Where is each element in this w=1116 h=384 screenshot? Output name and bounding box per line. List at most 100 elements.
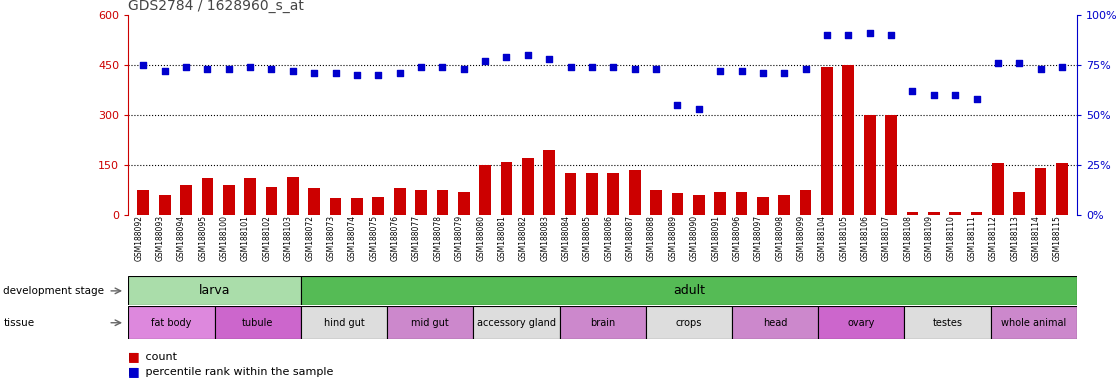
Text: brain: brain: [590, 318, 615, 328]
Text: GSM188097: GSM188097: [754, 215, 763, 261]
Bar: [646, 306, 732, 339]
Point: [561, 64, 579, 70]
Bar: [473, 306, 559, 339]
Bar: [128, 306, 214, 339]
Bar: [202, 179, 213, 215]
Point: [177, 64, 195, 70]
Bar: [864, 115, 876, 215]
Text: larva: larva: [199, 285, 230, 297]
Text: tissue: tissue: [3, 318, 35, 328]
Text: GSM188111: GSM188111: [968, 215, 976, 261]
Point: [626, 66, 644, 72]
Point: [498, 54, 516, 60]
Text: GSM188080: GSM188080: [477, 215, 485, 261]
Point: [241, 64, 259, 70]
Bar: [1056, 164, 1068, 215]
Text: GSM188110: GSM188110: [946, 215, 955, 261]
Text: GSM188078: GSM188078: [433, 215, 442, 261]
Text: GSM188083: GSM188083: [540, 215, 549, 261]
Bar: [735, 192, 748, 215]
Text: GSM188107: GSM188107: [882, 215, 891, 261]
Bar: [927, 212, 940, 215]
Text: GSM188113: GSM188113: [1010, 215, 1019, 261]
Bar: [693, 195, 704, 215]
Point: [647, 66, 665, 72]
Bar: [301, 276, 1077, 305]
Text: GSM188112: GSM188112: [989, 215, 998, 261]
Point: [882, 32, 899, 38]
Point: [477, 58, 494, 65]
Text: GSM188074: GSM188074: [348, 215, 357, 261]
Point: [711, 68, 729, 74]
Bar: [543, 150, 555, 215]
Bar: [672, 194, 683, 215]
Text: GSM188093: GSM188093: [155, 215, 165, 261]
Text: GSM188100: GSM188100: [220, 215, 229, 261]
Text: GSM188106: GSM188106: [860, 215, 869, 261]
Text: GSM188095: GSM188095: [199, 215, 208, 261]
Text: testes: testes: [933, 318, 963, 328]
Text: GSM188090: GSM188090: [690, 215, 699, 261]
Text: GSM188081: GSM188081: [498, 215, 507, 261]
Point: [540, 56, 558, 62]
Point: [925, 92, 943, 98]
Bar: [885, 115, 897, 215]
Bar: [818, 306, 904, 339]
Bar: [950, 212, 961, 215]
Bar: [128, 276, 301, 305]
Text: GSM188075: GSM188075: [369, 215, 378, 261]
Bar: [373, 197, 384, 215]
Bar: [266, 187, 278, 215]
Bar: [137, 190, 150, 215]
Text: mid gut: mid gut: [412, 318, 449, 328]
Text: GSM188103: GSM188103: [283, 215, 292, 261]
Text: GSM188073: GSM188073: [327, 215, 336, 261]
Bar: [1013, 192, 1026, 215]
Text: GSM188105: GSM188105: [839, 215, 848, 261]
Text: GSM188079: GSM188079: [454, 215, 464, 261]
Bar: [714, 192, 727, 215]
Bar: [651, 190, 662, 215]
Point: [306, 70, 324, 76]
Text: GSM188086: GSM188086: [605, 215, 614, 261]
Text: ■  percentile rank within the sample: ■ percentile rank within the sample: [128, 367, 334, 377]
Text: GSM188096: GSM188096: [732, 215, 741, 261]
Text: crops: crops: [675, 318, 702, 328]
Text: GSM188099: GSM188099: [797, 215, 806, 261]
Text: GSM188091: GSM188091: [711, 215, 720, 261]
Point: [797, 66, 815, 72]
Text: ■  count: ■ count: [128, 351, 177, 361]
Bar: [214, 306, 301, 339]
Text: GSM188087: GSM188087: [626, 215, 635, 261]
Bar: [757, 197, 769, 215]
Bar: [415, 190, 427, 215]
Text: fat body: fat body: [152, 318, 192, 328]
Bar: [387, 306, 473, 339]
Point: [220, 66, 238, 72]
Bar: [906, 212, 918, 215]
Bar: [628, 170, 641, 215]
Point: [412, 64, 430, 70]
Text: GSM188101: GSM188101: [241, 215, 250, 261]
Text: head: head: [763, 318, 787, 328]
Text: GSM188109: GSM188109: [925, 215, 934, 261]
Text: GSM188115: GSM188115: [1054, 215, 1062, 261]
Text: tubule: tubule: [242, 318, 273, 328]
Bar: [308, 189, 320, 215]
Point: [134, 62, 152, 68]
Text: hind gut: hind gut: [324, 318, 364, 328]
Point: [668, 102, 686, 108]
Bar: [223, 185, 234, 215]
Bar: [586, 174, 598, 215]
Point: [455, 66, 473, 72]
Point: [1031, 66, 1049, 72]
Bar: [565, 174, 577, 215]
Bar: [244, 179, 256, 215]
Text: ■: ■: [128, 365, 141, 378]
Text: adult: adult: [673, 285, 705, 297]
Bar: [287, 177, 299, 215]
Text: GSM188084: GSM188084: [561, 215, 570, 261]
Text: GDS2784 / 1628960_s_at: GDS2784 / 1628960_s_at: [128, 0, 305, 13]
Bar: [800, 190, 811, 215]
Text: ■: ■: [128, 350, 141, 363]
